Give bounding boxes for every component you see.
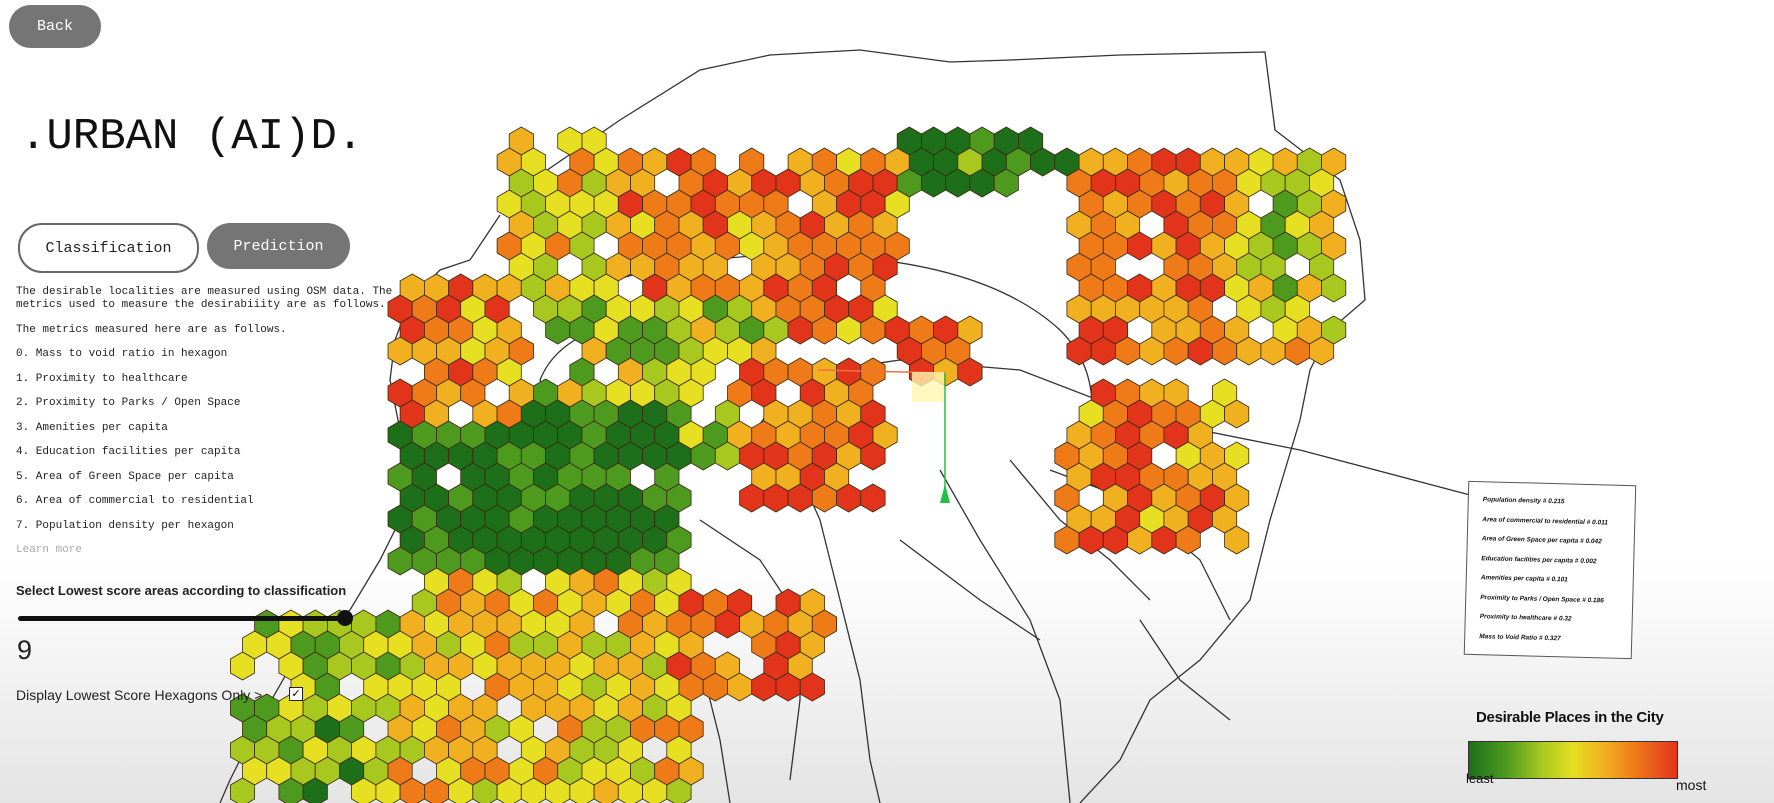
weight-symbol: # [1542,497,1547,505]
checkbox-label: Display Lowest Score Hexagons Only > [16,687,263,703]
metric-item: 0. Mass to void ratio in hexagon [16,348,228,360]
legend-high: most [1676,777,1707,793]
weight-row: Education facilities per capita # 0.002 [1481,555,1596,565]
weight-row: Area of Green Space per capita # 0.042 [1482,535,1602,545]
legend-gradient [1468,741,1678,779]
hexagon [860,483,886,513]
weight-name: Amenities per capita [1480,574,1545,583]
description-line: The metrics measured here are as follows… [16,323,287,336]
legend-low: least [1466,771,1494,786]
weight-row: Mass to Void Ratio # 0.327 [1479,633,1561,642]
learn-more-link[interactable]: Learn more [16,544,83,556]
slider-track[interactable] [18,616,346,621]
weight-value: 0.186 [1587,596,1604,604]
description-line: metrics used to measure the desirabiiity… [16,299,386,311]
weight-value: 0.002 [1580,557,1597,565]
metric-item: 4. Education facilities per capita [16,446,241,458]
weight-name: Proximity to Parks / Open Space [1480,593,1581,604]
weight-symbol: # [1574,557,1579,565]
hexagon [1224,525,1250,555]
classification-tab[interactable]: Classification [18,223,199,273]
hexagon [957,357,983,387]
weight-value: 0.32 [1558,615,1572,623]
weight-value: 0.042 [1585,537,1602,546]
metric-item: 1. Proximity to healthcare [16,372,188,385]
weight-value: 0.101 [1551,576,1568,584]
weight-name: Area of commercial to residential [1482,515,1585,526]
hexagon [229,777,256,803]
slider-label: Select Lowest score areas according to c… [16,583,347,598]
weight-row: Population density # 0.215 [1483,496,1565,505]
weight-value: 0.327 [1544,634,1561,642]
weight-name: Mass to Void Ratio [1479,632,1538,642]
weight-row: Area of commercial to residential # 0.01… [1482,516,1608,526]
weight-symbol: # [1579,537,1584,545]
metric-item: 3. Amenities per capita [16,421,168,434]
weight-value: 0.011 [1592,518,1608,526]
app-title: .URBAN (AI)D. [20,112,364,162]
hexagon [993,168,1019,198]
weight-name: Proximity to healthcare [1479,613,1552,623]
metric-item: 5. Area of Green Space per capita [16,470,234,483]
hexagon [1175,525,1201,555]
weight-row: Proximity to healthcare # 0.32 [1480,613,1572,622]
weight-name: Education facilities per capita [1481,554,1574,565]
weight-row: Amenities per capita # 0.101 [1481,574,1568,583]
slider-thumb[interactable] [337,610,353,626]
weight-symbol: # [1538,634,1543,642]
weight-symbol: # [1586,518,1591,526]
hexagon [1309,336,1335,366]
description-line: The desirable localities are measured us… [16,286,393,298]
prediction-tab[interactable]: Prediction [207,223,350,269]
hexagon [229,651,256,681]
metric-item: 2. Proximity to Parks / Open Space [16,397,241,409]
weight-symbol: # [1553,615,1558,623]
weight-value: 0.215 [1548,497,1565,506]
weight-name: Population density [1482,496,1542,505]
weight-row: Proximity to Parks / Open Space # 0.186 [1480,594,1604,604]
hexagon [302,777,328,803]
weight-name: Area of Green Space per capita [1481,535,1579,545]
slider-value: 9 [17,635,33,665]
hexagon [799,672,825,702]
hexagon [1224,399,1250,429]
checkbox[interactable]: ✓ [289,687,303,701]
weight-symbol: # [1582,596,1586,604]
hexagon [860,441,886,471]
hexagon-layer [229,126,1347,803]
metric-item: 6. Area of commercial to residential [16,495,254,507]
metric-item: 7. Population density per hexagon [16,519,234,532]
hexagon [666,777,692,803]
back-button[interactable]: Back [9,5,101,48]
route-marker [817,369,950,503]
weight-symbol: # [1546,575,1550,583]
weights-panel: Population density # 0.215 Area of comme… [1463,480,1637,660]
hexagon [1321,273,1347,303]
legend-title: Desirable Places in the City [1476,709,1664,726]
